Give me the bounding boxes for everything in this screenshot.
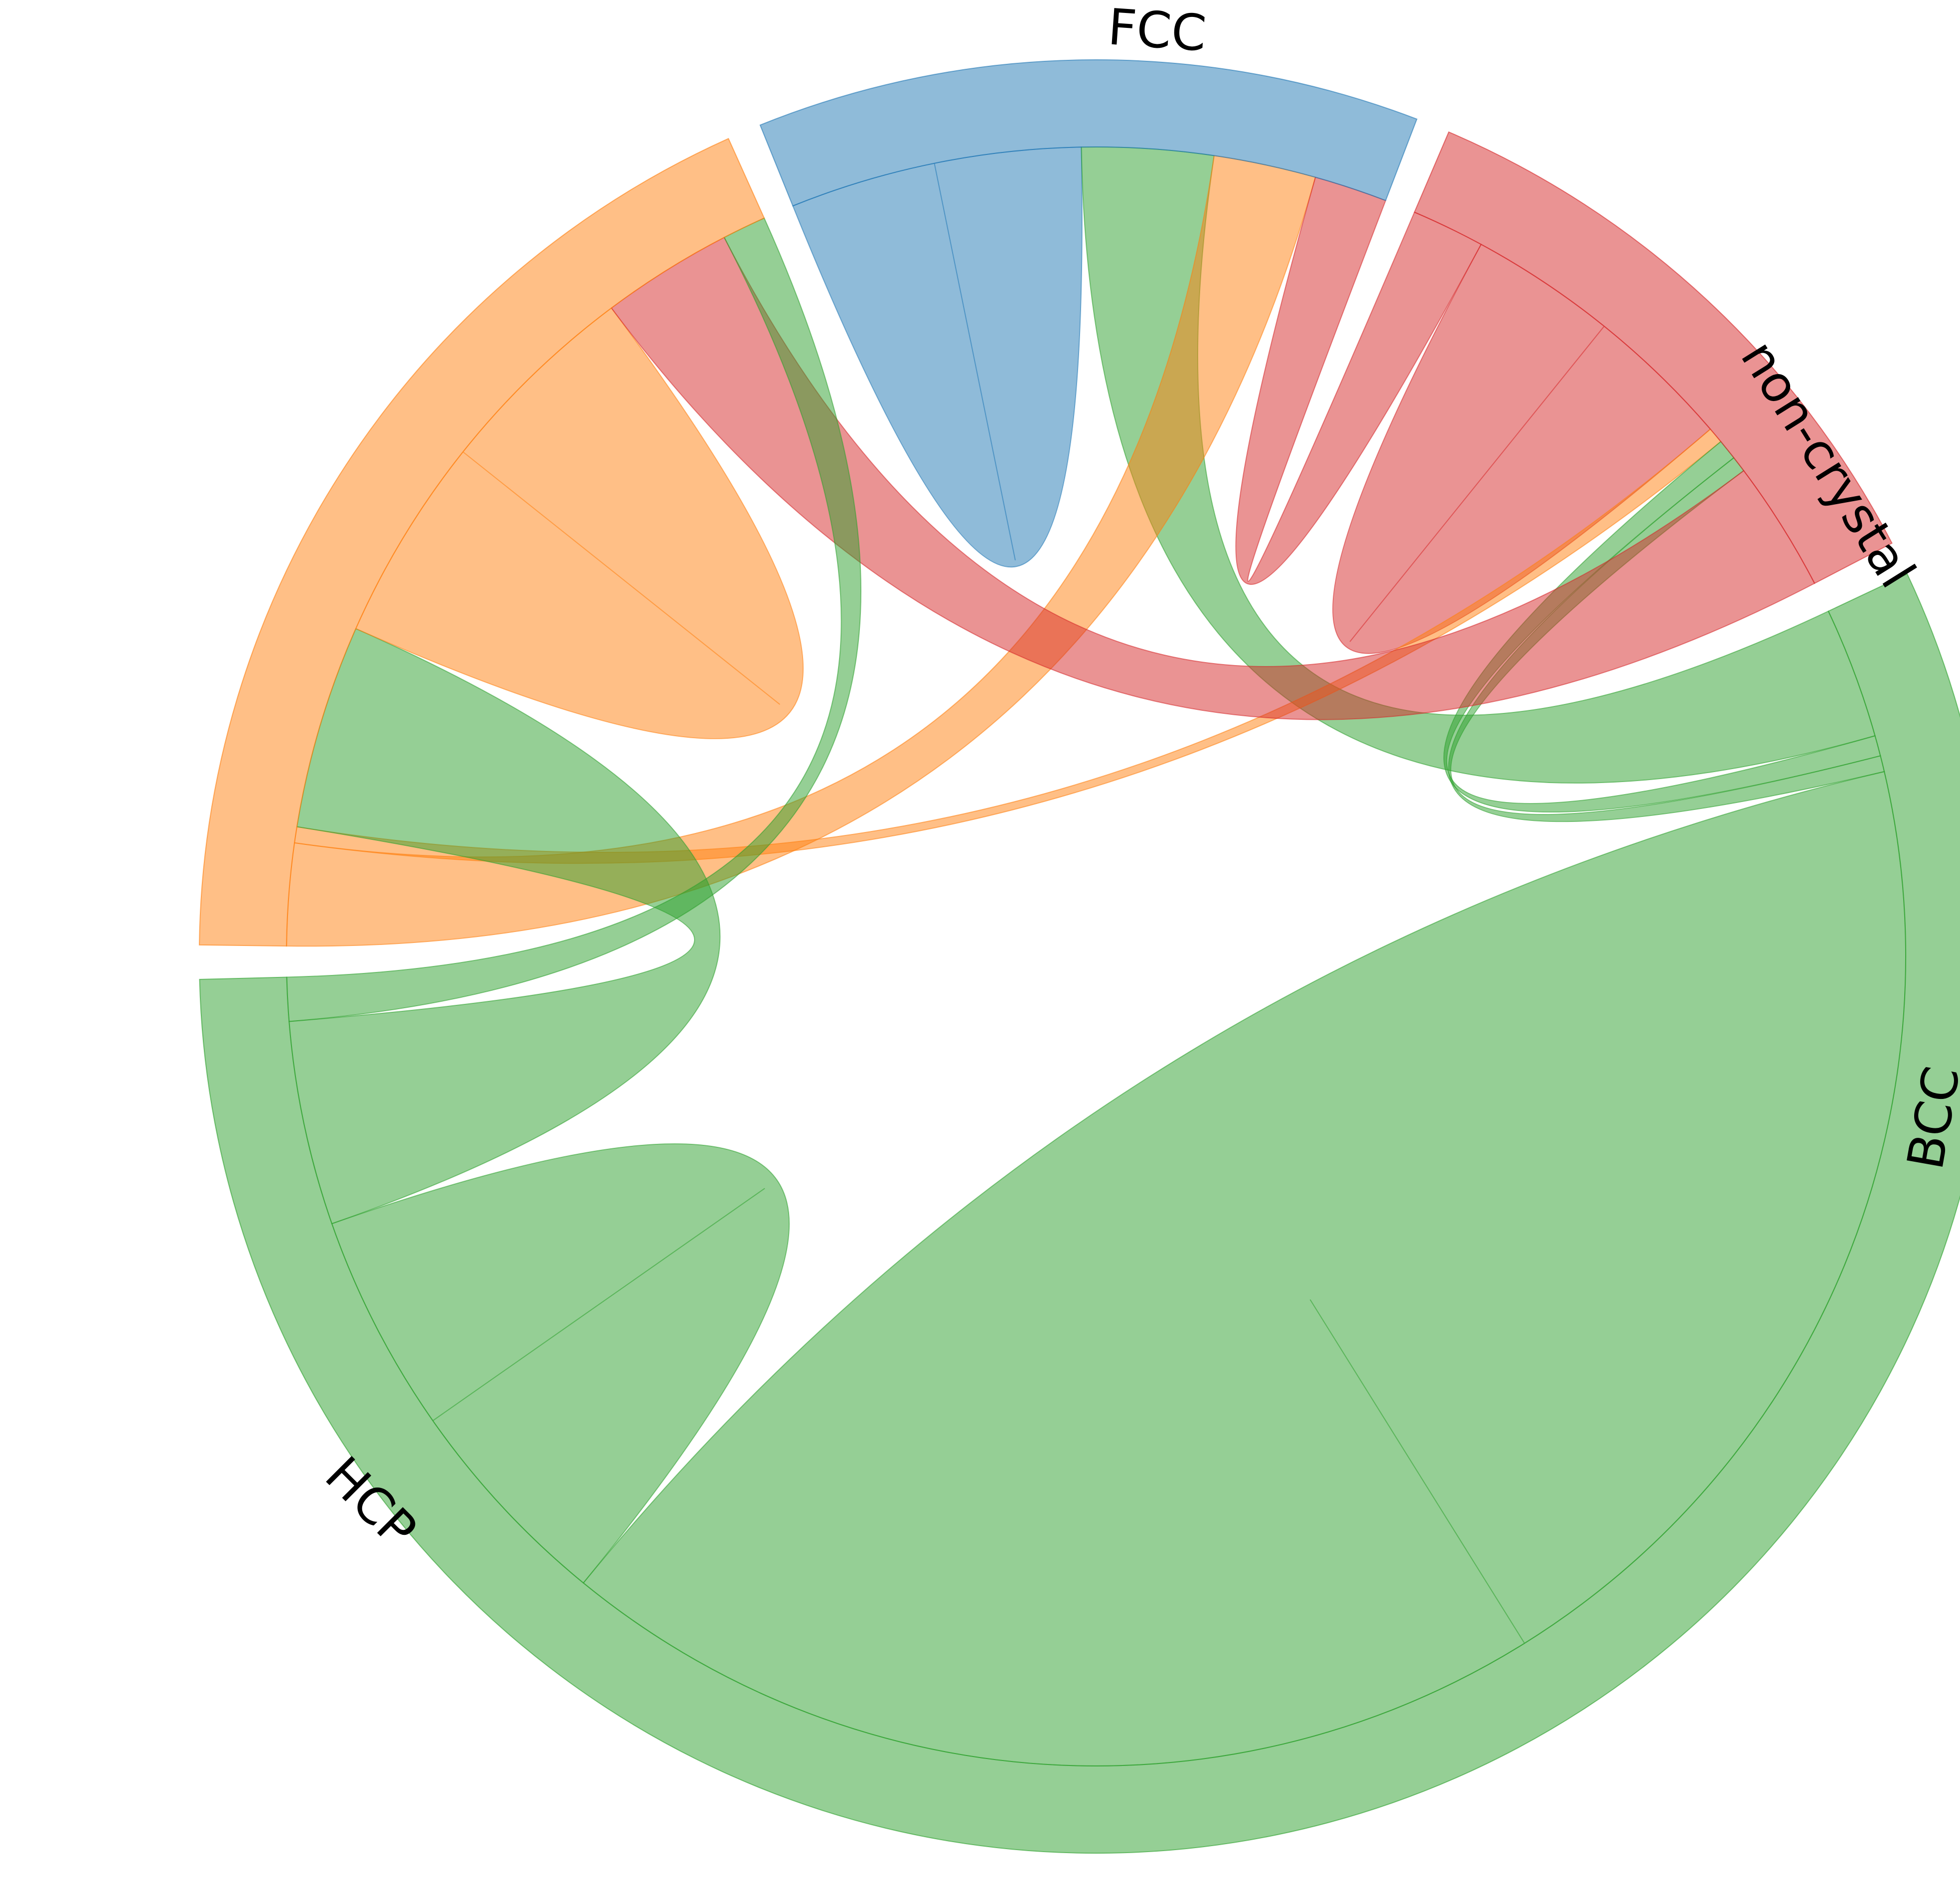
- node-label-fcc: FCC: [1106, 0, 1208, 63]
- chord-ribbon-bcc-non-crystal-3: [1235, 176, 1482, 585]
- node-arc-non-crystal: [759, 59, 1418, 207]
- node-arc-bcc: [1413, 131, 1893, 584]
- node-arc-fcc: [199, 137, 765, 947]
- chord-ribbons: [286, 146, 1907, 1766]
- chord-ribbon-bcc-fcc-12: [610, 237, 1816, 720]
- node-arcs: [199, 59, 1960, 1854]
- node-arc-hcp: [199, 573, 1960, 1854]
